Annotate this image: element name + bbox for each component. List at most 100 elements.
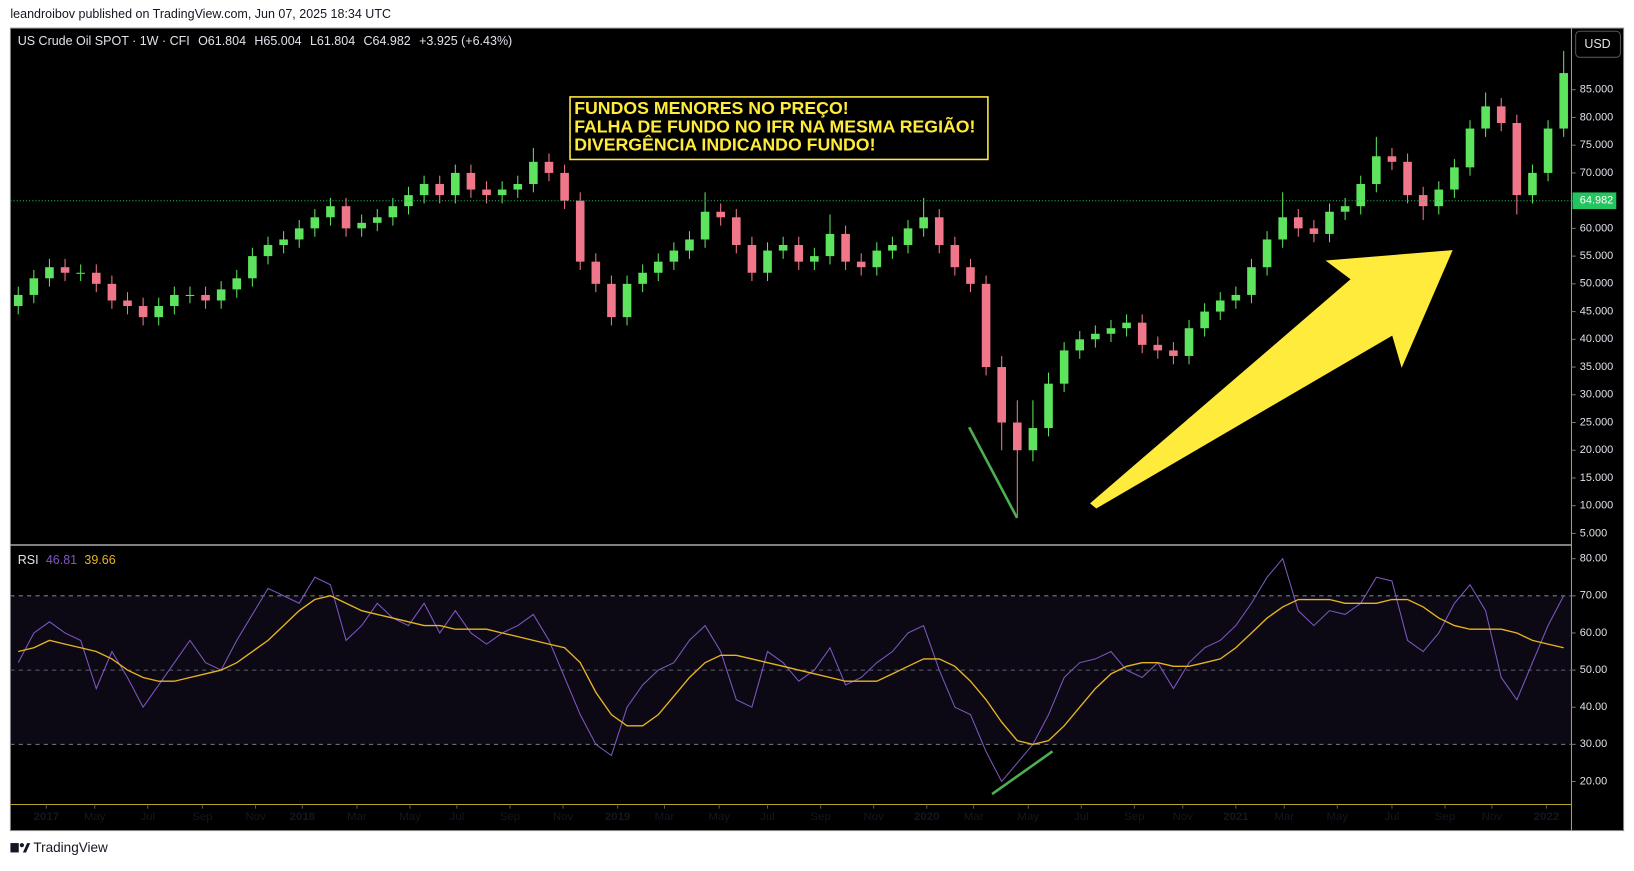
candle-body <box>622 283 632 318</box>
candle-body <box>934 217 944 246</box>
x-tick-label: Jul <box>450 811 465 823</box>
candle-body <box>763 250 772 273</box>
y-tick-label: 85.000 <box>1580 84 1613 96</box>
x-tick-label: Nov <box>553 811 574 823</box>
candle-body <box>529 161 538 185</box>
candle-body <box>544 161 554 173</box>
x-tick-label: Jul <box>1074 811 1089 823</box>
candle-body <box>1528 172 1537 196</box>
candle-body <box>513 184 523 190</box>
rsi-title: RSI <box>18 553 39 567</box>
last-price-box <box>1572 192 1617 210</box>
y-tick-label: 40.00 <box>1580 701 1607 713</box>
currency-label[interactable]: USD <box>1584 37 1610 51</box>
candle-body <box>435 184 445 196</box>
candle-body <box>888 245 897 251</box>
y-tick-label: 60.000 <box>1580 222 1613 234</box>
candle-body <box>1481 106 1490 129</box>
y-tick-label: 30.000 <box>1580 389 1613 401</box>
candle-body <box>591 261 601 284</box>
y-tick-label: 50.00 <box>1580 664 1607 676</box>
x-tick-label: 2019 <box>605 811 630 823</box>
candle-body <box>1387 156 1397 162</box>
rsi-legend: 46.81 39.66 <box>46 553 116 567</box>
candle-body <box>1106 328 1116 334</box>
candle-body <box>216 289 226 301</box>
candle-body <box>1028 428 1038 451</box>
candle-body <box>1262 239 1272 268</box>
ohlc-value: L61.804 <box>310 34 355 48</box>
candle-body <box>45 267 54 279</box>
y-tick-label: 55.000 <box>1580 250 1613 262</box>
x-tick-label: May <box>1017 811 1039 823</box>
candle-body <box>248 256 257 279</box>
candle-body <box>1293 217 1303 229</box>
candle-body <box>903 228 913 246</box>
brand: TradingView <box>33 840 108 855</box>
candle-body <box>1512 122 1522 196</box>
candle-body <box>1543 128 1553 173</box>
x-tick-label: Sep <box>1124 811 1144 823</box>
candle-body <box>1215 300 1225 312</box>
y-tick-label: 20.00 <box>1580 775 1607 787</box>
x-tick-label: 2018 <box>290 811 316 823</box>
currency-button[interactable] <box>1575 30 1621 58</box>
y-tick-label: 70.000 <box>1580 167 1613 179</box>
candle-body <box>13 294 23 307</box>
ohlc-legend: O61.804 H65.004 L61.804 C64.982 +3.925 (+6.4… <box>198 34 512 48</box>
candle-body <box>607 283 616 318</box>
y-tick-label: 20.000 <box>1580 444 1613 456</box>
rsi-legend-value: 39.66 <box>84 553 115 567</box>
annotation-line: DIVERGÊNCIA INDICANDO FUNDO! <box>574 134 875 155</box>
y-tick-label: 35.000 <box>1580 361 1613 373</box>
x-tick-label: 2020 <box>914 811 939 823</box>
candle-body <box>1278 217 1287 240</box>
candle-body <box>29 278 39 295</box>
candle-body <box>60 267 70 273</box>
rsi-legend-value: 46.81 <box>46 553 77 567</box>
candle-body <box>794 245 804 262</box>
x-tick-label: 2017 <box>34 811 59 823</box>
y-tick-label: 70.00 <box>1580 590 1607 602</box>
x-tick-label: Nov <box>863 811 884 823</box>
x-tick-label: Mar <box>655 811 675 823</box>
candle-body <box>154 306 164 318</box>
x-tick-label: Nov <box>245 811 266 823</box>
candle-body <box>1465 128 1475 168</box>
candle-body <box>107 283 117 301</box>
candle-body <box>419 184 429 196</box>
x-tick-label: Mar <box>964 811 984 823</box>
x-tick-label: Nov <box>1173 811 1194 823</box>
candle-body <box>856 261 866 268</box>
candle-body <box>1340 206 1350 212</box>
y-tick-label: 50.000 <box>1580 278 1613 290</box>
brand-logo <box>10 843 31 853</box>
y-tick-label: 40.000 <box>1580 333 1613 345</box>
ohlc-value: O61.804 <box>198 34 246 48</box>
candle-body <box>372 217 382 223</box>
candle-body <box>810 256 819 262</box>
candle-body <box>1496 106 1506 123</box>
candle-body <box>732 217 741 246</box>
candle-body <box>1559 73 1568 129</box>
candle-body <box>841 233 850 262</box>
candle-body <box>653 261 663 273</box>
chart-layer <box>10 50 1576 809</box>
byline: leandroibov published on TradingView.com… <box>10 7 391 21</box>
candle-body <box>1231 294 1241 301</box>
annotation-line: FUNDOS MENORES NO PREÇO! <box>574 98 848 118</box>
candle-body <box>279 239 288 246</box>
candle-body <box>466 172 476 190</box>
candle-body <box>138 306 148 318</box>
x-tick-label: Jul <box>1385 811 1400 823</box>
candle-body <box>825 233 835 257</box>
candle-body <box>1169 350 1178 356</box>
y-tick-label: 80.00 <box>1580 553 1607 565</box>
candle-body <box>1450 167 1459 190</box>
candle-body <box>716 211 725 218</box>
ohlc-value: +3.925 (+6.43%) <box>419 34 512 48</box>
candle-body <box>1044 383 1053 429</box>
candle-body <box>232 278 242 290</box>
x-tick-label: Mar <box>347 811 367 823</box>
x-tick-label: Sep <box>810 811 830 823</box>
